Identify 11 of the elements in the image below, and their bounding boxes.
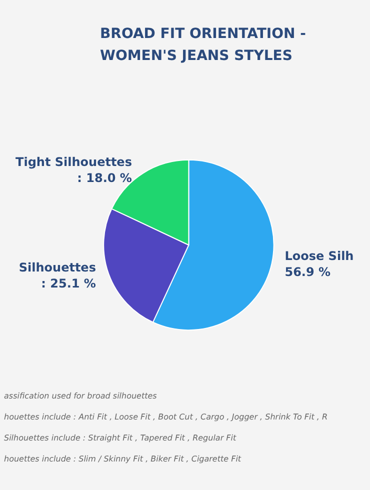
data-label: 56.9 %	[284, 265, 331, 280]
chart-title: BROAD FIT ORIENTATION - WOMEN'S JEANS STYLES	[100, 26, 306, 64]
text: houettes include : Anti Fit , Loose Fit , Boot Cut , Cargo , Jogger , Shrink To Fit , R	[4, 412, 328, 422]
data-label: : 25.1 %	[41, 276, 96, 290]
slice-label: Loose Silh	[284, 249, 354, 264]
data-label: : 18.0 %	[77, 170, 132, 185]
text: houettes include : Slim / Skinny Fit , Biker Fit , Cigarette Fit	[4, 454, 242, 464]
slice-label: Silhouettes	[18, 260, 96, 274]
text: assification used for broad silhouettes	[4, 392, 157, 400]
text: Silhouettes include : Straight Fit , Tapered Fit , Regular Fit	[4, 434, 237, 442]
slice-label: Tight Silhouettes	[16, 154, 132, 169]
